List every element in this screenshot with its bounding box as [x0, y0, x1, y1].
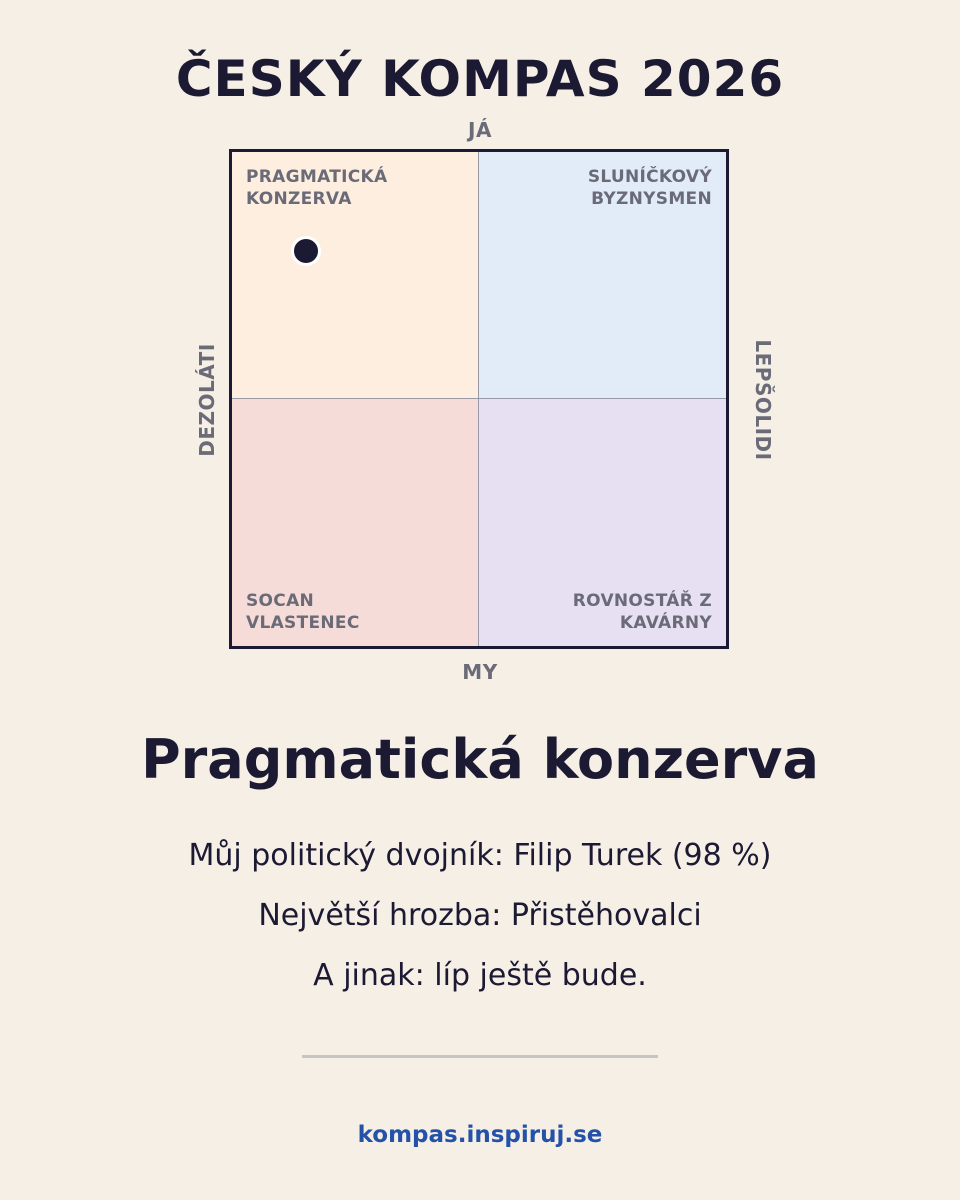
- quadrant-bottom-left: SOCAN VLASTENEC: [232, 399, 479, 646]
- site-link[interactable]: kompas.inspiruj.se: [357, 1122, 603, 1148]
- axis-label-bottom: MY: [462, 660, 498, 684]
- axis-label-left: DEZOLÁTI: [195, 343, 219, 457]
- axis-label-right: LEPŠOLIDI: [751, 339, 775, 461]
- user-position-marker: [291, 235, 322, 266]
- closing-line: A jinak: líp ještě bude.: [313, 958, 647, 993]
- political-compass-chart: PRAGMATICKÁ KONZERVA SLUNÍČKOVÝ BYZNYSME…: [229, 149, 729, 649]
- quadrant-top-right: SLUNÍČKOVÝ BYZNYSMEN: [479, 152, 726, 399]
- divider: [302, 1055, 658, 1058]
- biggest-threat-line: Největší hrozba: Přistěhovalci: [258, 898, 702, 933]
- quadrant-label-top-right: SLUNÍČKOVÝ BYZNYSMEN: [587, 167, 712, 209]
- quadrant-top-left: PRAGMATICKÁ KONZERVA: [232, 152, 479, 399]
- result-type-name: Pragmatická konzerva: [141, 728, 819, 791]
- political-twin-line: Můj politický dvojník: Filip Turek (98 %…: [188, 838, 772, 873]
- quadrant-label-top-left: PRAGMATICKÁ KONZERVA: [246, 167, 388, 209]
- quadrant-label-bottom-right: ROVNOSTÁŘ Z KAVÁRNY: [572, 591, 712, 633]
- quadrant-bottom-right: ROVNOSTÁŘ Z KAVÁRNY: [479, 399, 726, 646]
- axis-label-top: JÁ: [468, 118, 492, 142]
- quadrant-label-bottom-left: SOCAN VLASTENEC: [246, 591, 360, 633]
- page-title: ČESKÝ KOMPAS 2026: [175, 50, 785, 108]
